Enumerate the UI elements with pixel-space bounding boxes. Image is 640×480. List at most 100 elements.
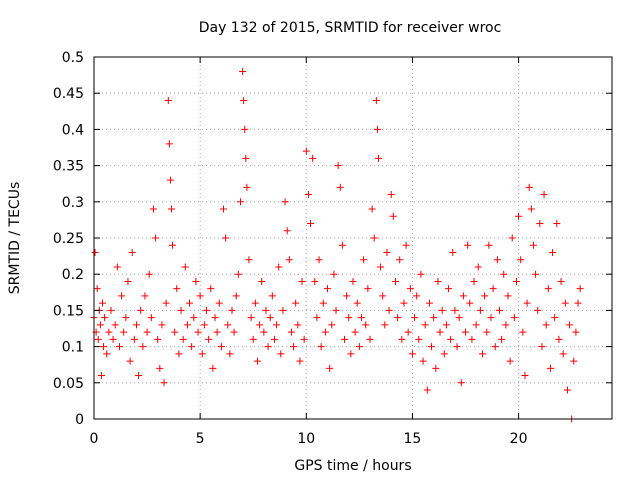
data-point	[549, 248, 557, 256]
data-point	[181, 263, 189, 271]
data-point	[256, 321, 264, 329]
data-point	[457, 379, 465, 387]
data-point	[130, 335, 138, 343]
data-point	[372, 96, 380, 104]
data-point	[292, 299, 300, 307]
data-point	[317, 343, 325, 351]
data-point	[290, 343, 298, 351]
data-point	[107, 306, 115, 314]
data-point	[249, 335, 257, 343]
data-point	[101, 314, 109, 322]
data-point	[428, 343, 436, 351]
data-point	[534, 306, 542, 314]
data-point	[145, 270, 153, 278]
data-point	[489, 285, 497, 293]
data-point	[232, 292, 240, 300]
data-point	[491, 343, 499, 351]
data-point	[561, 299, 569, 307]
data-point	[171, 328, 179, 336]
data-point	[330, 270, 338, 278]
axis-ticks: 0 0.05 0.1 0.15 0.2 0.25 0.3 0.35 0.4 0.45 0.5 0 5 10…	[53, 50, 612, 447]
data-point	[313, 314, 321, 322]
data-point	[453, 343, 461, 351]
data-point	[570, 357, 578, 365]
data-point	[264, 343, 272, 351]
data-point	[345, 314, 353, 322]
data-point	[281, 198, 289, 206]
data-point	[472, 321, 480, 329]
data-point	[377, 263, 385, 271]
data-point	[242, 154, 250, 162]
data-point	[555, 335, 563, 343]
data-point	[381, 321, 389, 329]
data-point	[326, 364, 334, 372]
data-point	[525, 183, 533, 191]
y-tick-label: 0.05	[53, 376, 84, 392]
data-point	[124, 277, 132, 285]
data-point	[417, 270, 425, 278]
y-tick-label: 0.5	[62, 50, 84, 66]
data-point	[118, 292, 126, 300]
data-point	[566, 321, 574, 329]
data-point	[559, 350, 567, 358]
data-point	[220, 205, 227, 213]
data-point	[96, 321, 104, 329]
data-point	[260, 328, 268, 336]
data-point	[287, 328, 295, 336]
data-point	[502, 321, 510, 329]
data-point	[277, 350, 285, 358]
data-point	[434, 277, 442, 285]
data-point	[294, 321, 302, 329]
data-point	[304, 191, 312, 199]
data-point	[521, 372, 529, 380]
data-point	[307, 220, 315, 228]
data-point	[115, 343, 123, 351]
data-point	[355, 343, 363, 351]
data-point	[279, 306, 287, 314]
data-point	[498, 335, 506, 343]
x-tick-label: 15	[404, 431, 422, 447]
data-point	[234, 270, 242, 278]
data-point	[319, 299, 327, 307]
data-point	[574, 299, 582, 307]
data-point	[258, 277, 266, 285]
data-point	[338, 241, 346, 249]
y-axis-label: SRMTID / TECUs	[7, 182, 23, 295]
data-point	[262, 306, 270, 314]
data-point	[411, 314, 419, 322]
data-point	[205, 335, 213, 343]
data-point	[198, 350, 206, 358]
data-point	[328, 321, 336, 329]
data-point	[139, 343, 147, 351]
data-point	[468, 335, 476, 343]
data-point	[111, 321, 119, 329]
data-point	[183, 321, 191, 329]
data-point	[173, 285, 181, 293]
y-tick-label: 0.45	[53, 86, 84, 102]
x-tick-label: 0	[90, 431, 99, 447]
data-point	[440, 350, 448, 358]
data-point	[160, 379, 168, 387]
data-point	[398, 335, 406, 343]
data-point	[402, 241, 410, 249]
data-point	[396, 256, 404, 264]
data-point	[334, 162, 342, 170]
data-point	[519, 328, 527, 336]
data-point	[379, 292, 387, 300]
data-point	[200, 321, 208, 329]
y-tick-label: 0	[75, 412, 84, 428]
data-point	[449, 248, 457, 256]
data-point	[421, 321, 429, 329]
data-point	[236, 198, 244, 206]
data-point	[385, 306, 393, 314]
data-point	[164, 96, 172, 104]
data-point	[447, 335, 455, 343]
data-point	[156, 364, 164, 372]
data-point	[576, 285, 584, 293]
data-point	[462, 328, 470, 336]
data-point	[166, 176, 174, 184]
data-point	[563, 386, 571, 394]
data-point	[476, 306, 484, 314]
data-point	[285, 256, 293, 264]
